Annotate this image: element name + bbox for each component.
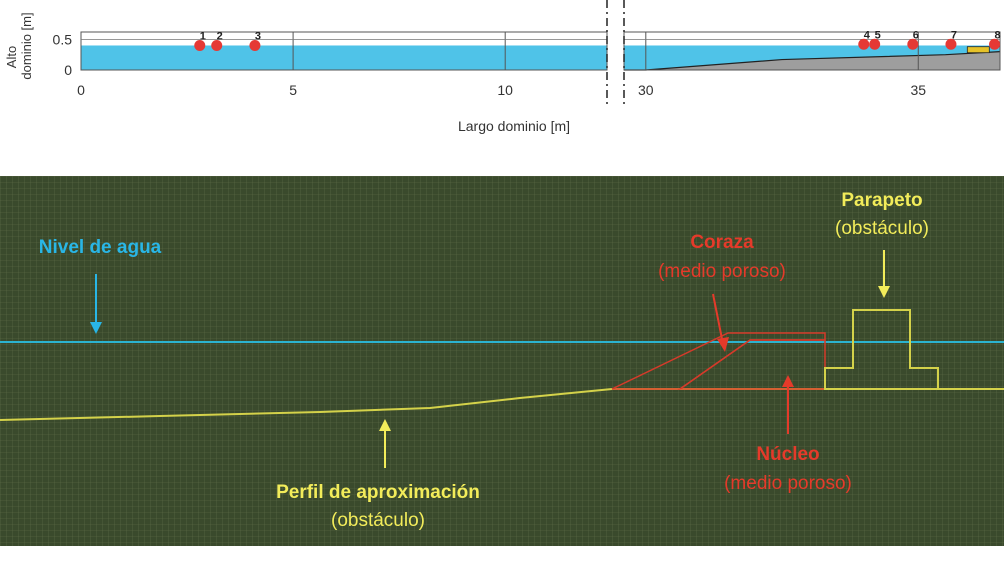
parapet-arrowhead: [878, 286, 890, 298]
gauge-point-3: [249, 39, 261, 51]
y-tick-label-0.5: 0.5: [53, 31, 73, 47]
plot-frame-1: [623, 31, 1001, 71]
mesh-diagram: Nivel de agua Parapeto (obstáculo) Coraz…: [0, 176, 1004, 546]
gauge-point-7: [945, 38, 957, 50]
profile-label: Perfil de aproximación: [276, 482, 480, 503]
x-tick-label-0: 0: [77, 82, 85, 98]
gauge-point-6: [907, 38, 919, 50]
gauge-point-8: [989, 38, 1001, 50]
y-axis-label-line1: Alto: [4, 46, 19, 68]
gauge-label-8: 8: [994, 29, 1000, 41]
water-level-arrowhead: [90, 322, 102, 334]
gauge-label-7: 7: [951, 29, 957, 41]
y-tick-label-0: 0: [64, 62, 72, 78]
parapet-obstacle: [824, 309, 939, 390]
gauge-label-2: 2: [217, 30, 223, 42]
gauge-point-2: [211, 39, 223, 51]
profile-arrowhead: [379, 419, 391, 431]
gauge-label-5: 5: [875, 29, 881, 41]
x-tick-label-30: 30: [638, 82, 654, 98]
armor-arrowhead: [717, 337, 729, 352]
mesh-grid: [0, 176, 1004, 546]
wave-flume-chart: 0 5 101 2 330 354 5 6 7 800.5 Largo dominio [m] A…: [4, 0, 1001, 134]
plot-frame-0: [80, 31, 608, 71]
core-arrowhead: [782, 375, 794, 387]
armor-sublabel: (medio poroso): [658, 261, 786, 282]
gauge-point-1: [194, 39, 206, 51]
parapet-label: Parapeto: [841, 190, 922, 211]
armor-arrow: [712, 293, 724, 345]
gauge-label-4: 4: [864, 29, 871, 41]
gauge-point-4: [858, 38, 870, 50]
x-tick-label-10: 10: [497, 82, 513, 98]
water-level-label: Nivel de agua: [39, 237, 162, 258]
armor-label: Coraza: [690, 232, 754, 253]
gauge-label-3: 3: [255, 30, 261, 42]
x-tick-label-35: 35: [910, 82, 926, 98]
x-axis-label: Largo dominio [m]: [458, 118, 570, 134]
profile-sublabel: (obstáculo): [331, 510, 425, 531]
core-region: [677, 339, 826, 390]
gauge-label-1: 1: [200, 30, 206, 42]
gauge-label-6: 6: [913, 29, 919, 41]
gauge-point-5: [869, 38, 881, 50]
core-label: Núcleo: [756, 444, 819, 465]
core-sublabel: (medio poroso): [724, 473, 852, 494]
water-area-0: [81, 45, 607, 70]
breakwater-block: [966, 46, 990, 54]
parapet-sublabel: (obstáculo): [835, 218, 929, 239]
x-tick-label-5: 5: [289, 82, 297, 98]
y-axis-label-line2: dominio [m]: [19, 12, 34, 79]
